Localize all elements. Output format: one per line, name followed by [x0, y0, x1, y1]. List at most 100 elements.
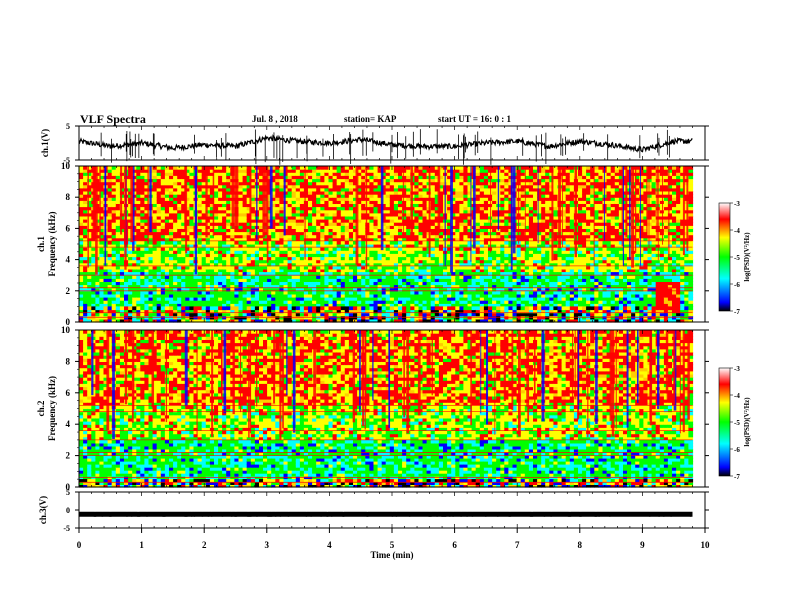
- spectrogram-cell: [246, 231, 252, 236]
- spectrogram-cell: [463, 172, 469, 176]
- spectrogram-cell: [524, 178, 530, 183]
- spectrogram-cell: [254, 262, 260, 267]
- spectrogram-cell: [160, 194, 166, 198]
- spectrogram-cell: [209, 259, 215, 264]
- spectrogram-cell: [389, 206, 395, 211]
- spectrogram-cell: [651, 231, 657, 236]
- spectrogram-cell: [79, 240, 84, 245]
- spectrogram-cell: [140, 197, 145, 201]
- spectrogram-cell: [238, 256, 244, 261]
- spectrogram-cell: [91, 269, 96, 273]
- spectrogram-cell: [389, 237, 395, 242]
- spectrogram-cell: [95, 209, 101, 214]
- spectrogram-cell: [275, 237, 280, 242]
- spectrogram-cell: [312, 253, 317, 258]
- spectrogram-cell: [119, 265, 125, 270]
- spectrogram-cell: [393, 203, 399, 208]
- spectrogram-cell: [169, 215, 174, 220]
- spectrogram-cell: [328, 166, 334, 170]
- spectrogram-cell: [79, 253, 84, 258]
- spectrogram-cell: [663, 222, 669, 226]
- spectrogram-cell: [250, 181, 256, 186]
- spectrogram-cell: [156, 212, 162, 217]
- spectrogram-cell: [537, 222, 542, 226]
- spectrogram-cell: [299, 178, 305, 183]
- spectrogram-cell: [414, 197, 420, 201]
- spectrogram-cell: [504, 166, 509, 170]
- spectrogram-cell: [475, 191, 481, 195]
- spectrogram-cell: [578, 225, 583, 229]
- spectrogram-cell: [467, 200, 473, 204]
- spectrogram-cell: [594, 212, 599, 217]
- spectrogram-cell: [140, 262, 145, 267]
- spectrogram-cell: [414, 203, 420, 208]
- spectrogram-cell: [590, 187, 595, 192]
- spectrogram-cell: [434, 237, 440, 242]
- spectrogram-cell: [618, 209, 624, 214]
- spectrogram-cell: [369, 200, 375, 204]
- spectrogram-cell: [651, 184, 657, 189]
- spectrogram-cell: [324, 203, 330, 208]
- spectrogram-cell: [185, 203, 190, 208]
- spectrogram-cell: [651, 225, 657, 229]
- spectrogram-cell: [606, 234, 612, 239]
- spectrogram-cell: [185, 184, 190, 189]
- spectrogram-cell: [234, 228, 240, 233]
- spectrogram-cell: [451, 197, 456, 201]
- spectrogram-cell: [140, 234, 145, 239]
- spectrogram-cell: [275, 253, 280, 258]
- spectrogram-cell: [663, 206, 669, 211]
- spectrogram-cell: [361, 240, 366, 245]
- spectrogram-cell: [438, 184, 444, 189]
- spectrogram-cell: [275, 231, 280, 236]
- spectrogram-cell: [340, 228, 346, 233]
- spectrogram-cell: [434, 234, 440, 239]
- spectrogram-cell: [111, 228, 117, 233]
- spectrogram-cell: [209, 228, 215, 233]
- spectrogram-cell: [377, 178, 383, 183]
- spectrogram-cell: [169, 250, 174, 254]
- spectrogram-cell: [663, 203, 669, 208]
- spectrogram-cell: [663, 175, 669, 180]
- spectrogram-cell: [377, 187, 383, 192]
- spectrogram-cell: [348, 191, 354, 195]
- spectrogram-cell: [451, 219, 456, 223]
- spectrogram-cell: [643, 203, 649, 208]
- spectrogram-cell: [520, 206, 526, 211]
- spectrogram-cell: [545, 219, 550, 223]
- spectrogram-cell: [218, 166, 223, 170]
- spectrogram-cell: [663, 178, 669, 183]
- spectrogram-cell: [246, 244, 252, 248]
- spectrogram-cell: [663, 209, 669, 214]
- spectrogram-cell: [430, 212, 436, 217]
- spectrogram-cell: [533, 191, 538, 195]
- spectrogram-cell: [95, 191, 101, 195]
- spectrogram-cell: [541, 225, 546, 229]
- spectrogram-cell: [348, 253, 354, 258]
- spectrogram-cell: [226, 209, 231, 214]
- spectrogram-cell: [185, 212, 190, 217]
- spectrogram-cell: [234, 259, 240, 264]
- spectrogram-cell: [365, 178, 370, 183]
- spectrogram-cell: [336, 197, 342, 201]
- spectrogram-cell: [451, 184, 456, 189]
- spectrogram-cell: [643, 237, 649, 242]
- spectrogram-cell: [332, 191, 338, 195]
- spectrogram-cell: [271, 191, 276, 195]
- spectrogram-cell: [320, 191, 325, 195]
- spectrogram-cell: [312, 215, 317, 220]
- spectrogram-cell: [328, 228, 334, 233]
- spectrogram-cell: [353, 200, 358, 204]
- spectrogram-cell: [393, 187, 399, 192]
- spectrogram-cell: [287, 166, 293, 170]
- spectrogram-cell: [308, 197, 313, 201]
- spectrogram-cell: [635, 222, 640, 226]
- spectrogram-cell: [398, 175, 403, 180]
- spectrogram-cell: [185, 259, 190, 264]
- spectrogram-cell: [483, 200, 489, 204]
- spectrogram-cell: [393, 228, 399, 233]
- spectrogram-cell: [565, 181, 571, 186]
- spectrogram-cell: [140, 212, 145, 217]
- spectrogram-cell: [508, 212, 514, 217]
- spectrogram-cell: [598, 237, 604, 242]
